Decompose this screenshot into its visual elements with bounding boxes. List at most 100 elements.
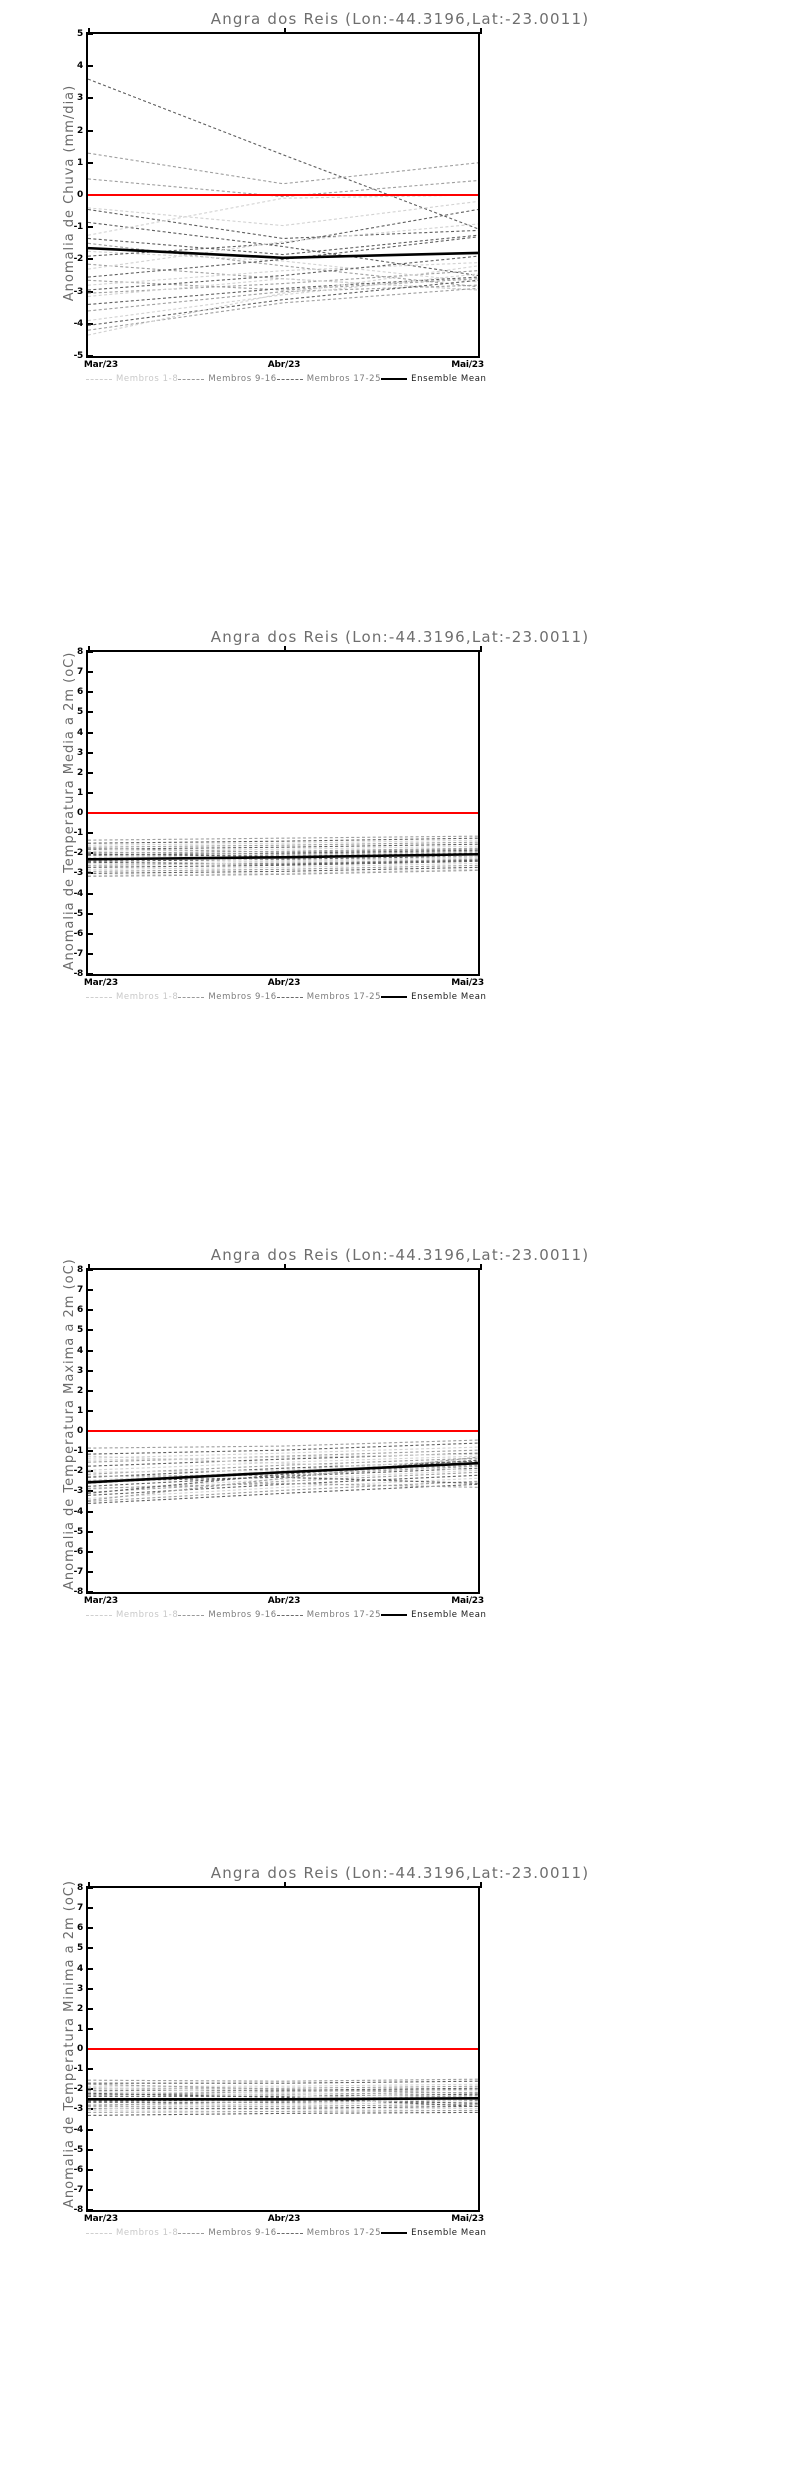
legend-swatch-line-icon	[86, 378, 112, 380]
y-tick-mark	[88, 1409, 93, 1412]
member-trace	[88, 2088, 478, 2096]
legend-swatch-line-icon	[86, 1614, 112, 1616]
x-tick-mark	[480, 646, 482, 652]
y-tick-label: 6	[77, 687, 83, 698]
x-tick-label: Mai/23	[451, 978, 484, 988]
y-tick-mark	[88, 161, 93, 164]
y-tick-label: 2	[77, 767, 83, 778]
chart-panel-tmax: Angra dos Reis (Lon:-44.3196,Lat:-23.001…	[0, 1236, 800, 1854]
member-trace	[88, 2107, 478, 2111]
legend-item-label: Membros 1-8	[116, 992, 179, 1002]
member-trace	[88, 1459, 478, 1494]
y-tick-label: -4	[73, 888, 84, 899]
member-trace	[88, 847, 478, 853]
y-tick-mark	[88, 2027, 93, 2030]
member-trace	[88, 1467, 478, 1487]
member-trace	[88, 2098, 478, 2110]
y-tick-mark	[88, 2088, 93, 2091]
y-tick-mark	[88, 1389, 93, 1392]
member-trace	[88, 255, 478, 291]
chart-title: Angra dos Reis (Lon:-44.3196,Lat:-23.001…	[210, 628, 590, 646]
y-tick-mark	[88, 2209, 93, 2211]
legend-item-label: Membros 9-16	[208, 1610, 277, 1620]
y-tick-mark	[88, 2007, 93, 2010]
legend-item: Membros 17-25	[276, 374, 381, 384]
member-trace	[88, 2092, 478, 2107]
member-trace	[88, 2080, 478, 2084]
member-trace	[88, 1474, 478, 1496]
y-tick-label: -4	[73, 2124, 84, 2135]
y-tick-label: 4	[77, 1963, 83, 1974]
y-tick-mark	[88, 258, 93, 261]
x-tick-mark	[88, 28, 90, 34]
y-tick-label: -2	[73, 254, 84, 265]
y-tick-label: 4	[77, 727, 83, 738]
member-trace	[88, 1449, 478, 1463]
member-trace	[88, 2094, 478, 2106]
member-trace	[88, 2085, 478, 2089]
y-tick-mark	[88, 1490, 93, 1493]
y-axis-label: Anomalia de Chuva (mm/dia)	[62, 84, 77, 302]
x-tick-mark	[284, 28, 286, 34]
y-tick-label: 5	[77, 707, 83, 718]
member-trace	[88, 1469, 478, 1490]
y-tick-mark	[88, 1450, 93, 1453]
ensemble-mean-trace	[88, 852, 478, 861]
x-tick-label: Abr/23	[267, 978, 301, 988]
legend-item-label: Ensemble Mean	[411, 1610, 487, 1620]
legend-swatch-line-icon	[86, 2232, 112, 2234]
x-tick-label: Mai/23	[451, 1596, 484, 1606]
legend-swatch-line-icon	[178, 1614, 205, 1616]
y-tick-mark	[88, 2148, 93, 2151]
x-tick-mark	[88, 1264, 90, 1270]
member-trace	[88, 869, 478, 877]
y-tick-label: 8	[77, 647, 83, 657]
legend-swatch-line-icon	[178, 996, 205, 998]
x-tick-label: Mai/23	[451, 2214, 484, 2224]
y-tick-label: -3	[73, 286, 84, 297]
x-tick-mark	[284, 1264, 286, 1270]
y-tick-label: 0	[77, 190, 83, 200]
legend-item: Membros 9-16	[178, 374, 276, 384]
y-tick-mark	[88, 1907, 93, 1910]
legend-item: Membros 1-8	[86, 374, 178, 384]
y-tick-label: 3	[77, 93, 83, 104]
plot-area: 8 7 6 5 4 3 2 1 0 -1 -2 -3 -4 -5 -6 -7 -8 Mar/23 Abr/23 Mai…	[74, 1882, 484, 2224]
y-tick-label: 4	[77, 61, 83, 72]
y-tick-label: -8	[73, 969, 84, 979]
y-tick-label: -1	[73, 222, 84, 233]
chart-panel-tmin: Angra dos Reis (Lon:-44.3196,Lat:-23.001…	[0, 1854, 800, 2472]
y-tick-label: 4	[77, 1345, 83, 1356]
member-trace	[88, 221, 478, 277]
chart-panel-tmed: Angra dos Reis (Lon:-44.3196,Lat:-23.001…	[0, 618, 800, 1236]
member-trace	[88, 273, 478, 322]
member-trace	[88, 1442, 478, 1455]
member-trace	[88, 250, 478, 283]
member-trace	[88, 276, 478, 306]
member-trace	[88, 837, 478, 844]
member-trace	[88, 2087, 478, 2091]
member-trace	[88, 2111, 478, 2116]
y-axis-label: Anomalia de Temperatura Media a 2m (oC)	[62, 651, 77, 971]
ensemble-mean-trace	[88, 246, 478, 260]
legend-item: Membros 9-16	[178, 992, 276, 1002]
y-axis-label: Anomalia de Temperatura Minima a 2m (oC)	[62, 1880, 77, 2208]
legend-item-label: Membros 1-8	[116, 2228, 179, 2238]
chart-title: Angra dos Reis (Lon:-44.3196,Lat:-23.001…	[210, 1246, 590, 1264]
x-tick-mark	[480, 28, 482, 34]
member-trace	[88, 2093, 478, 2097]
legend-item: Ensemble Mean	[381, 2228, 486, 2238]
legend-swatch-line-icon	[276, 996, 303, 998]
legend-item: Membros 1-8	[86, 992, 178, 1002]
member-trace	[88, 855, 478, 862]
y-tick-label: -8	[73, 2205, 84, 2215]
y-tick-label: -6	[73, 1546, 84, 1557]
y-tick-mark	[88, 2168, 93, 2171]
member-trace	[88, 78, 478, 230]
legend-item-label: Ensemble Mean	[411, 2228, 487, 2238]
y-tick-label: 5	[77, 1325, 83, 1336]
legend-item: Membros 17-25	[276, 2228, 381, 2238]
y-tick-label: -7	[73, 948, 84, 959]
member-trace	[88, 843, 478, 850]
y-tick-mark	[88, 1329, 93, 1332]
